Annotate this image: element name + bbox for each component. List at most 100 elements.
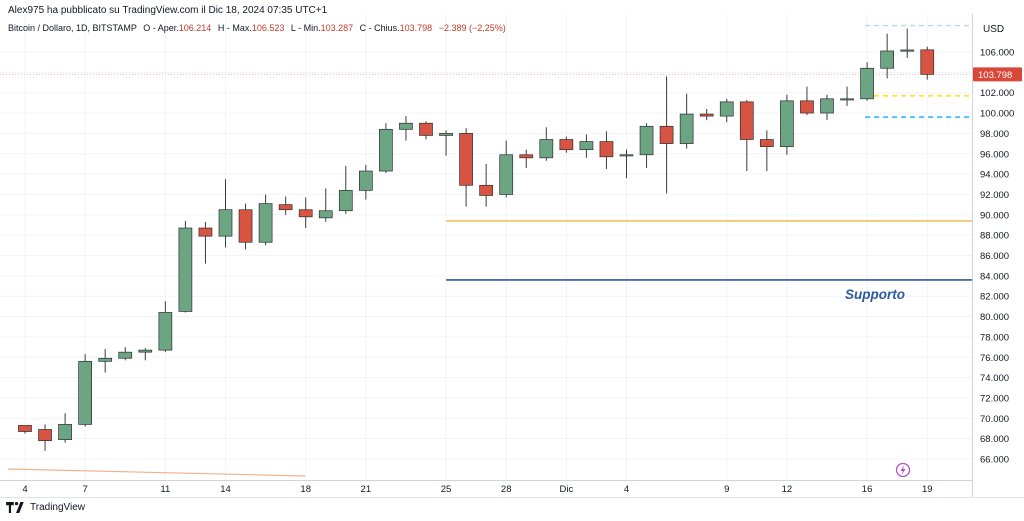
candle[interactable] bbox=[840, 86, 854, 106]
candle-body-up bbox=[258, 203, 273, 243]
candle-body-up bbox=[218, 209, 233, 237]
candle[interactable] bbox=[118, 347, 133, 361]
candle[interactable] bbox=[459, 128, 473, 207]
candle[interactable] bbox=[439, 130, 453, 156]
x-tick-label: 4 bbox=[22, 484, 27, 495]
candle-body-down bbox=[920, 49, 935, 75]
candle-body-up bbox=[379, 128, 393, 172]
candle[interactable] bbox=[759, 130, 774, 172]
candle[interactable] bbox=[238, 203, 253, 250]
tradingview-logo-icon bbox=[6, 502, 24, 513]
low-value: 103.287 bbox=[320, 23, 354, 33]
candle[interactable] bbox=[298, 197, 313, 229]
candle[interactable] bbox=[399, 116, 413, 141]
y-tick-label: 80.000 bbox=[980, 312, 1009, 323]
candle[interactable] bbox=[218, 179, 233, 248]
candle[interactable] bbox=[579, 134, 594, 158]
candle[interactable] bbox=[38, 424, 52, 451]
candle[interactable] bbox=[719, 98, 734, 123]
candle[interactable] bbox=[419, 121, 433, 140]
y-tick-label: 70.000 bbox=[980, 414, 1009, 425]
x-tick-label: 4 bbox=[624, 484, 629, 495]
candle[interactable] bbox=[599, 131, 614, 170]
y-tick-label: 76.000 bbox=[980, 353, 1009, 364]
candle[interactable] bbox=[278, 196, 293, 215]
candle-body-up bbox=[138, 349, 153, 353]
candle[interactable] bbox=[499, 140, 514, 198]
candle-body-down bbox=[198, 227, 213, 237]
tradingview-footer[interactable]: TradingView bbox=[6, 502, 85, 513]
candle[interactable] bbox=[479, 163, 493, 207]
candle[interactable] bbox=[860, 62, 874, 101]
candle-body-up bbox=[78, 360, 93, 425]
candle-body-up bbox=[439, 133, 453, 136]
candle[interactable] bbox=[98, 349, 113, 373]
candle-body-down bbox=[18, 425, 32, 432]
candle[interactable] bbox=[559, 136, 574, 153]
candle[interactable] bbox=[18, 425, 32, 434]
candle[interactable] bbox=[659, 76, 674, 194]
candle-body-up bbox=[338, 190, 353, 212]
candle[interactable] bbox=[880, 33, 895, 79]
candle-body-down bbox=[599, 141, 614, 158]
candle-body-up bbox=[679, 113, 694, 144]
candle-body-up bbox=[359, 170, 373, 191]
candle[interactable] bbox=[359, 164, 373, 200]
candle[interactable] bbox=[820, 94, 834, 121]
candle[interactable] bbox=[739, 99, 754, 172]
current-price-badge bbox=[973, 67, 1022, 82]
lightning-icon bbox=[895, 462, 911, 478]
y-tick-label: 88.000 bbox=[980, 231, 1009, 242]
candle[interactable] bbox=[900, 28, 915, 59]
candle-body-down bbox=[298, 209, 313, 218]
candle-body-up bbox=[579, 141, 594, 151]
candle[interactable] bbox=[519, 149, 534, 168]
y-tick-label: 102.000 bbox=[980, 88, 1014, 99]
y-tick-label: 94.000 bbox=[980, 170, 1009, 181]
x-tick-label: 11 bbox=[160, 484, 170, 495]
candle-body-down bbox=[278, 204, 293, 211]
x-tick-label: 25 bbox=[441, 484, 452, 495]
tradingview-brand: TradingView bbox=[30, 502, 86, 513]
candle[interactable] bbox=[138, 348, 153, 361]
candle[interactable] bbox=[258, 194, 273, 246]
candle[interactable] bbox=[679, 93, 694, 149]
candle-body-up bbox=[178, 227, 193, 312]
candle[interactable] bbox=[619, 149, 634, 179]
publisher-header: Alex975 ha pubblicato su TradingView.com… bbox=[8, 5, 327, 16]
close-label: C - Chius. bbox=[359, 23, 400, 33]
candle[interactable] bbox=[699, 108, 714, 121]
y-tick-label: 84.000 bbox=[980, 271, 1009, 282]
currency-label: USD bbox=[983, 24, 1004, 35]
candle-body-up bbox=[58, 424, 72, 441]
candle-body-down bbox=[419, 122, 433, 136]
candle-body-down bbox=[38, 429, 52, 442]
candle-body-up bbox=[499, 154, 514, 195]
candle[interactable] bbox=[338, 165, 353, 214]
candle-body-up bbox=[900, 49, 915, 52]
candle[interactable] bbox=[539, 127, 554, 161]
y-tick-label: 72.000 bbox=[980, 393, 1009, 404]
y-tick-label: 66.000 bbox=[980, 455, 1009, 466]
candle[interactable] bbox=[198, 221, 213, 264]
candle[interactable] bbox=[639, 123, 654, 168]
candle[interactable] bbox=[379, 123, 393, 174]
candle-body-up bbox=[399, 122, 413, 130]
y-tick-label: 96.000 bbox=[980, 149, 1009, 160]
candle[interactable] bbox=[920, 46, 935, 80]
candle-body-up bbox=[639, 125, 654, 156]
candle[interactable] bbox=[58, 413, 72, 443]
candle[interactable] bbox=[780, 94, 794, 155]
x-tick-label: 12 bbox=[782, 484, 793, 495]
x-tick-label: 28 bbox=[501, 484, 512, 495]
y-tick-label: 78.000 bbox=[980, 332, 1009, 343]
candle[interactable] bbox=[78, 354, 93, 427]
candle[interactable] bbox=[318, 188, 333, 222]
candle-body-up bbox=[880, 50, 895, 69]
candle[interactable] bbox=[178, 220, 193, 313]
candle[interactable] bbox=[800, 86, 814, 116]
candle-body-up bbox=[318, 210, 333, 219]
candle[interactable] bbox=[158, 301, 173, 353]
candle-body-up bbox=[118, 351, 133, 359]
